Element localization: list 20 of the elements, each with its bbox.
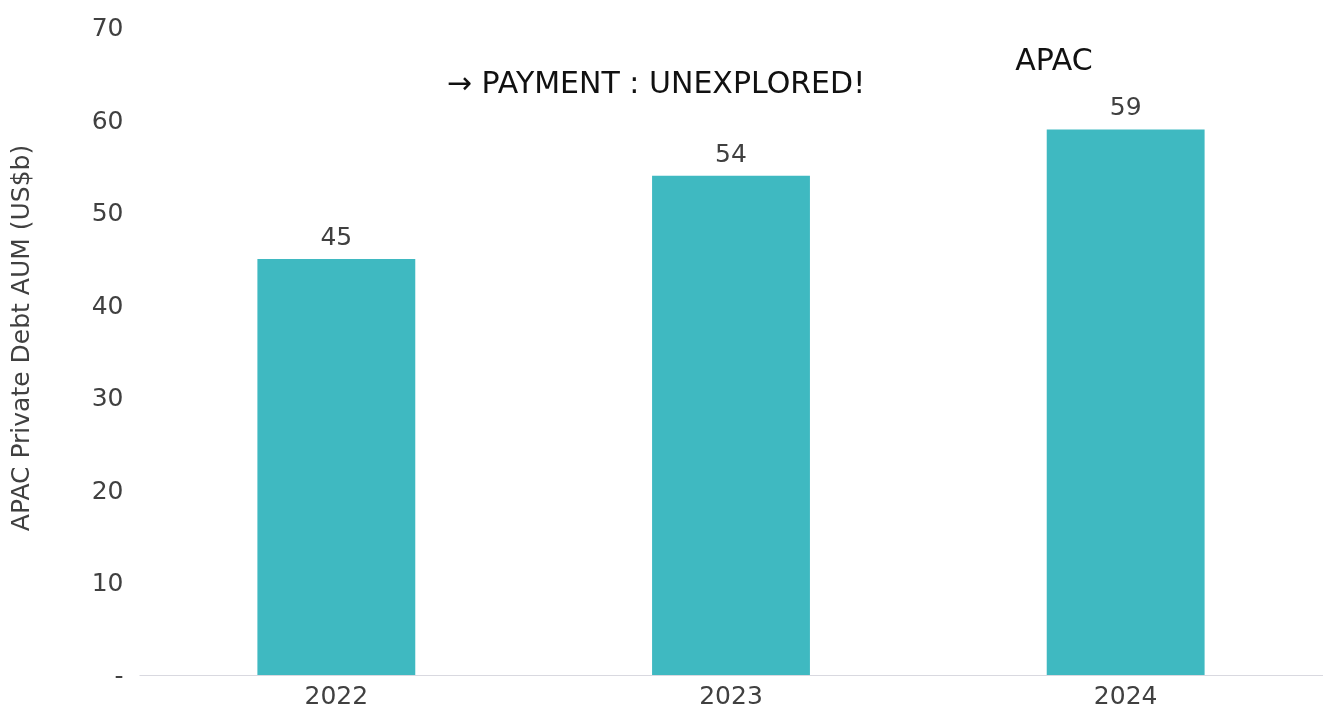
y-tick-label: 60 <box>91 105 124 135</box>
data-label: 45 <box>320 221 353 251</box>
y-tick-label: 50 <box>91 198 124 228</box>
y-tick-label: 70 <box>91 13 124 43</box>
data-label: 59 <box>1109 92 1142 122</box>
x-tick-label: 2024 <box>1093 680 1158 710</box>
bar <box>257 258 416 675</box>
bar <box>652 175 810 675</box>
x-tick-label: 2022 <box>304 680 369 710</box>
y-tick-label: - <box>114 660 124 690</box>
annotation: APAC <box>1015 41 1093 77</box>
y-tick-label: 30 <box>91 383 124 413</box>
annotation: → PAYMENT : UNEXPLORED! <box>446 65 866 101</box>
y-tick-label: 10 <box>91 568 124 598</box>
bar <box>1046 129 1205 675</box>
y-tick-label: 40 <box>91 290 124 320</box>
y-axis-title: APAC Private Debt AUM (US$b) <box>5 144 35 532</box>
y-tick-label: 20 <box>91 475 124 505</box>
x-tick-label: 2023 <box>699 680 763 710</box>
data-label: 54 <box>715 138 747 168</box>
